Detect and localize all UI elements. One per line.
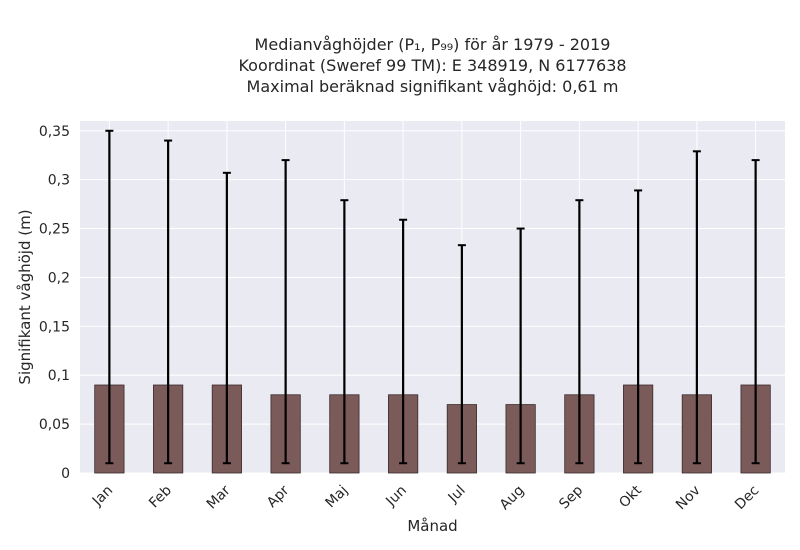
y-axis-label: Signifikant våghöjd (m) <box>16 209 34 384</box>
plot-area <box>80 121 785 473</box>
error-bars <box>105 129 760 465</box>
y-tick-label: 0,05 <box>39 417 70 433</box>
x-tick-label: Jul <box>445 483 469 507</box>
x-axis-ticks: Jan Feb Mar Apr Maj Jun Jul Aug Sep Okt Nov Dec <box>89 482 763 513</box>
x-tick-label: Maj <box>323 483 352 512</box>
y-tick-label: 0,25 <box>39 222 70 238</box>
y-tick-label: 0 <box>61 466 70 482</box>
y-tick-label: 0,35 <box>39 124 70 140</box>
title-line-3: Maximal beräknad signifikant våghöjd: 0,… <box>246 77 619 96</box>
x-tick-label: Jan <box>89 483 116 510</box>
x-tick-label: Jun <box>382 483 409 510</box>
x-tick-label: Nov <box>673 483 704 514</box>
chart-title: Medianvåghöjder (P₁, P₉₉) för år 1979 - … <box>80 34 785 97</box>
x-tick-label: Aug <box>497 483 528 514</box>
x-tick-label: Apr <box>264 482 293 511</box>
y-axis-ticks: 0 0,05 0,1 0,15 0,2 0,25 0,3 0,35 <box>39 124 70 482</box>
x-tick-label: Feb <box>146 482 175 511</box>
x-axis-label: Månad <box>407 517 457 535</box>
x-tick-label: Dec <box>732 483 762 513</box>
y-tick-label: 0,1 <box>48 368 70 384</box>
x-tick-label: Okt <box>616 482 645 511</box>
y-tick-label: 0,2 <box>48 270 70 286</box>
title-line-2: Koordinat (Sweref 99 TM): E 348919, N 61… <box>238 56 627 75</box>
y-tick-label: 0,15 <box>39 319 70 335</box>
x-tick-label: Sep <box>556 482 586 512</box>
title-line-1: Medianvåghöjder (P₁, P₉₉) för år 1979 - … <box>254 35 611 54</box>
y-tick-label: 0,3 <box>48 173 70 189</box>
x-tick-label: Mar <box>204 482 234 512</box>
